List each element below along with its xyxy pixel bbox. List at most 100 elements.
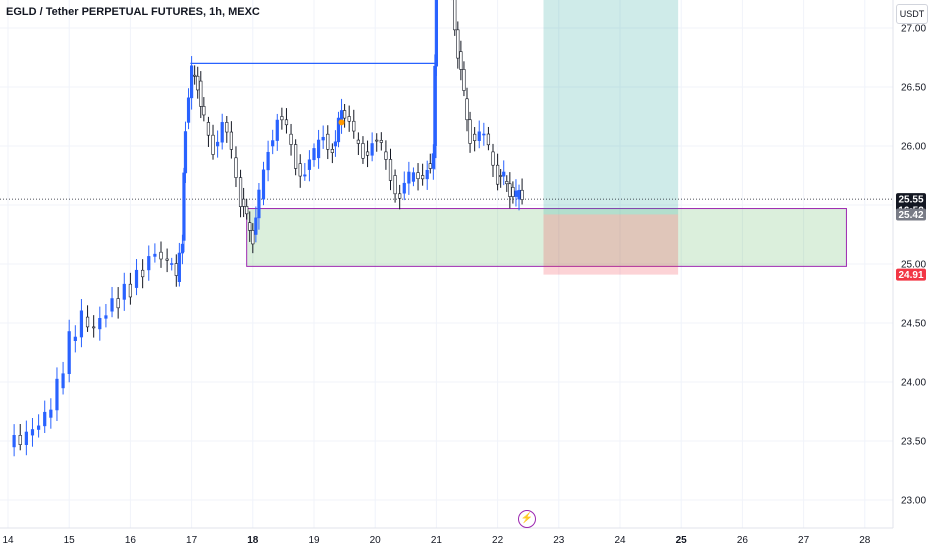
candle-body	[416, 172, 420, 180]
support-zone	[246, 208, 847, 267]
candle-body	[251, 230, 255, 245]
y-tick-label: 27.00	[901, 24, 926, 35]
candle-body	[254, 217, 258, 235]
stop-zone	[543, 214, 679, 275]
price-tag	[896, 208, 926, 221]
x-tick-label: 14	[2, 535, 14, 546]
candle-body	[333, 141, 338, 147]
candle-body	[499, 175, 503, 177]
price-tag	[896, 268, 926, 281]
candle-body	[261, 169, 266, 200]
candle-body	[182, 172, 186, 241]
candle-body	[122, 283, 126, 300]
candle-body	[298, 163, 302, 177]
candle-body	[428, 163, 432, 169]
candle-body	[421, 175, 425, 180]
currency-button[interactable]: USDT	[896, 4, 928, 24]
y-tick-label: 23.00	[901, 496, 926, 507]
x-tick-label: 15	[64, 535, 76, 546]
candle-body	[473, 133, 477, 141]
candle-body	[134, 269, 139, 288]
candle-body	[67, 331, 71, 375]
candle-body	[307, 159, 312, 170]
candle-body	[468, 119, 472, 144]
candle-body	[174, 263, 178, 276]
candle-body	[517, 189, 521, 200]
candle-body	[165, 258, 169, 261]
candle-body	[61, 373, 65, 389]
candle-body	[465, 98, 469, 121]
candle-body	[462, 69, 466, 91]
candle-body	[159, 251, 163, 260]
x-tick-label: 19	[308, 535, 320, 546]
y-tick-label: 24.00	[901, 378, 926, 389]
candle-body	[321, 136, 325, 141]
candle-body	[388, 159, 393, 181]
candle-body	[508, 183, 512, 197]
trade-zones	[0, 0, 893, 275]
candle-body	[326, 133, 330, 150]
candle-body	[312, 148, 316, 161]
y-tick-label: 24.50	[901, 319, 926, 330]
y-axis: 23.0023.5024.0024.5025.0025.5026.0026.50…	[892, 0, 926, 528]
candle-body	[294, 144, 298, 169]
candle-body	[116, 298, 120, 309]
y-tick-label: 26.50	[901, 83, 926, 94]
candle-body	[206, 122, 211, 136]
candle-body	[190, 65, 194, 99]
candle-body	[347, 116, 351, 122]
candle-body	[486, 133, 491, 146]
candle-body	[141, 269, 145, 278]
candle-body	[365, 151, 370, 156]
candle-body	[379, 140, 383, 143]
candle-body	[375, 139, 379, 142]
candle-body	[411, 172, 416, 182]
candle-body	[12, 435, 16, 448]
lightning-icon[interactable]: ⚡	[518, 510, 536, 528]
candle-body	[104, 315, 108, 319]
candle-body	[220, 122, 224, 143]
candle-body	[459, 51, 463, 70]
candle-body	[248, 222, 252, 231]
candle-body	[266, 151, 270, 171]
x-tick-label: 25	[676, 535, 688, 546]
candle-body	[216, 141, 220, 147]
candle-body	[92, 326, 96, 329]
candle-body	[280, 116, 284, 121]
candle-body	[393, 175, 397, 195]
candle-body	[520, 189, 524, 200]
candle-body	[456, 29, 460, 59]
candle-body	[183, 131, 188, 174]
candle-body	[180, 243, 185, 254]
candle-body	[336, 117, 341, 143]
candle-body	[356, 139, 360, 144]
x-tick-label: 18	[247, 535, 259, 546]
candle-body	[186, 97, 191, 123]
candle-body	[303, 174, 307, 177]
x-tick-label: 23	[553, 535, 565, 546]
candle-body	[384, 151, 388, 160]
candle-body	[177, 252, 181, 283]
candle-body	[73, 336, 77, 341]
candle-body	[30, 429, 35, 436]
candle-body	[242, 198, 246, 207]
candle-body	[482, 133, 486, 136]
candle-body	[433, 65, 437, 159]
candle-body	[407, 171, 411, 184]
candle-body	[85, 316, 90, 328]
candle-body	[110, 298, 114, 312]
price-tag-label: 25.55	[898, 195, 923, 206]
x-tick-label: 20	[370, 535, 382, 546]
candle-body	[477, 131, 481, 141]
candle-body	[284, 119, 289, 126]
candle-body	[55, 378, 59, 411]
candle-body	[352, 120, 356, 132]
y-tick-label: 26.00	[901, 142, 926, 153]
candle-body	[361, 143, 365, 159]
x-tick-label: 22	[492, 535, 504, 546]
candle-body	[211, 134, 215, 155]
x-axis: 14 15 16 17 18 19 20 21 22 23 24 25 26 27 28	[0, 527, 893, 546]
candle-body	[453, 0, 457, 31]
candle-body	[370, 143, 374, 156]
